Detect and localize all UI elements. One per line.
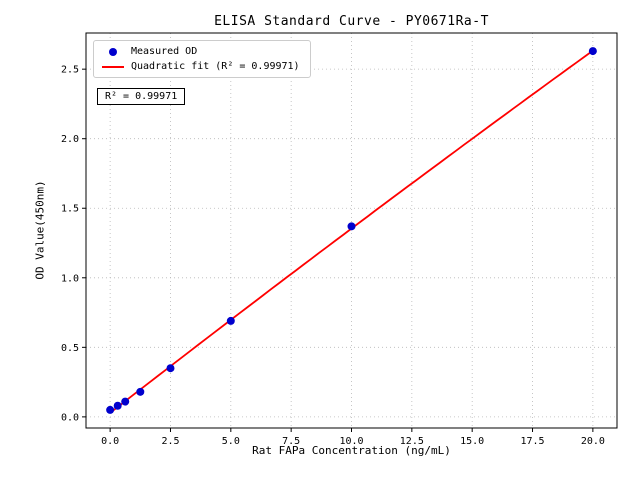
data-point	[113, 401, 122, 410]
x-axis-label: Rat FAPa Concentration (ng/mL)	[252, 444, 451, 457]
data-point	[166, 364, 175, 373]
y-tick-label: 1.5	[61, 204, 79, 215]
x-tick-label: 7.5	[282, 436, 300, 447]
fit-line-marker-icon	[102, 65, 124, 68]
x-tick-label: 17.5	[520, 436, 544, 447]
legend-item-quadratic-fit: Quadratic fit (R² = 0.99971)	[102, 61, 300, 72]
chart-title: ELISA Standard Curve - PY0671Ra-T	[214, 14, 489, 29]
x-tick-label: 10.0	[339, 436, 363, 447]
x-tick-label: 5.0	[222, 436, 240, 447]
legend: Measured OD Quadratic fit (R² = 0.99971)	[93, 40, 311, 78]
data-point	[347, 222, 356, 231]
legend-label-measured-od: Measured OD	[131, 46, 198, 57]
y-tick-label: 0.0	[61, 412, 79, 423]
y-tick-label: 1.0	[61, 273, 79, 284]
x-tick-label: 0.0	[101, 436, 119, 447]
y-tick-label: 2.5	[61, 65, 79, 76]
legend-item-measured-od: Measured OD	[102, 46, 300, 57]
data-point	[226, 316, 235, 325]
r-squared-annotation: R² = 0.99971	[97, 88, 186, 105]
x-tick-label: 20.0	[581, 436, 605, 447]
x-tick-label: 2.5	[161, 436, 179, 447]
data-point	[106, 405, 115, 414]
data-point	[588, 47, 597, 56]
y-axis-label: OD Value(450nm)	[33, 180, 47, 280]
data-point	[121, 397, 130, 406]
y-tick-label: 0.5	[61, 343, 79, 354]
x-tick-label: 15.0	[460, 436, 484, 447]
measured-od-marker-icon	[109, 47, 117, 56]
plot-frame	[85, 32, 618, 429]
x-tick-label: 12.5	[400, 436, 424, 447]
y-tick-label: 2.0	[61, 134, 79, 145]
data-point	[136, 387, 145, 396]
legend-label-quadratic-fit: Quadratic fit (R² = 0.99971)	[131, 61, 300, 72]
